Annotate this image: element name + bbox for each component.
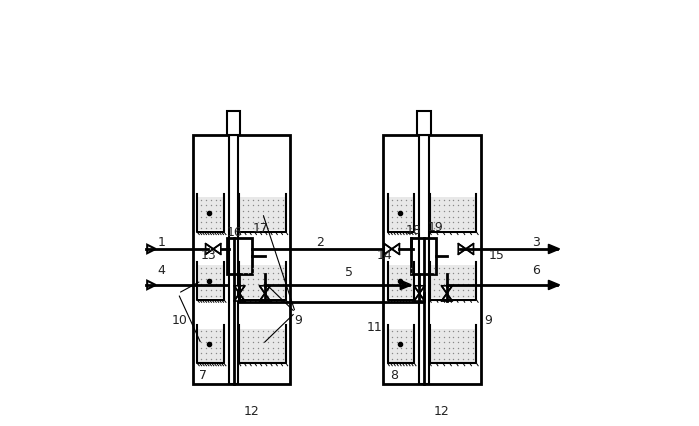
Bar xyxy=(198,265,224,298)
Bar xyxy=(383,135,481,384)
Bar xyxy=(226,112,240,135)
Bar xyxy=(389,328,415,362)
Text: 7: 7 xyxy=(199,369,208,383)
Bar xyxy=(431,265,477,298)
Text: 12: 12 xyxy=(243,406,259,418)
Text: 11: 11 xyxy=(367,321,383,334)
Polygon shape xyxy=(259,286,271,294)
Bar xyxy=(229,135,238,384)
Text: 10: 10 xyxy=(171,314,187,328)
Bar xyxy=(389,197,415,230)
Polygon shape xyxy=(234,286,245,294)
Bar xyxy=(240,265,286,298)
Bar xyxy=(198,197,224,230)
Bar xyxy=(389,265,415,298)
Polygon shape xyxy=(234,294,245,301)
Bar xyxy=(226,239,252,274)
Bar xyxy=(193,135,290,384)
Polygon shape xyxy=(549,280,560,290)
Bar xyxy=(411,239,436,274)
Polygon shape xyxy=(392,244,399,254)
Polygon shape xyxy=(442,294,452,301)
Polygon shape xyxy=(414,294,425,301)
Bar xyxy=(240,197,286,230)
Bar xyxy=(417,112,431,135)
Text: 1: 1 xyxy=(157,236,165,249)
Bar xyxy=(198,328,224,362)
Text: 15: 15 xyxy=(489,249,505,262)
Polygon shape xyxy=(384,244,392,254)
Text: 17: 17 xyxy=(252,222,268,235)
Polygon shape xyxy=(206,244,213,254)
Bar xyxy=(419,135,428,384)
Polygon shape xyxy=(549,245,560,253)
Text: 8: 8 xyxy=(390,369,398,383)
Text: 4: 4 xyxy=(157,264,165,276)
Polygon shape xyxy=(213,244,221,254)
Text: 6: 6 xyxy=(532,264,540,276)
Text: 13: 13 xyxy=(201,249,217,262)
Text: 16: 16 xyxy=(226,226,243,239)
Text: 2: 2 xyxy=(316,236,324,249)
Text: 9: 9 xyxy=(484,314,492,328)
Text: 3: 3 xyxy=(532,236,540,249)
Bar xyxy=(240,328,286,362)
Bar xyxy=(431,197,477,230)
Polygon shape xyxy=(147,245,156,253)
Text: 18: 18 xyxy=(406,224,421,237)
Polygon shape xyxy=(401,280,412,290)
Polygon shape xyxy=(259,294,271,301)
Bar xyxy=(431,328,477,362)
Text: 9: 9 xyxy=(294,314,302,328)
Polygon shape xyxy=(459,244,466,254)
Polygon shape xyxy=(147,281,156,289)
Polygon shape xyxy=(442,286,452,294)
Polygon shape xyxy=(414,286,425,294)
Text: 12: 12 xyxy=(434,406,449,418)
Text: 5: 5 xyxy=(345,266,354,279)
Polygon shape xyxy=(466,244,473,254)
Text: 19: 19 xyxy=(428,222,443,234)
Text: 14: 14 xyxy=(377,249,393,262)
